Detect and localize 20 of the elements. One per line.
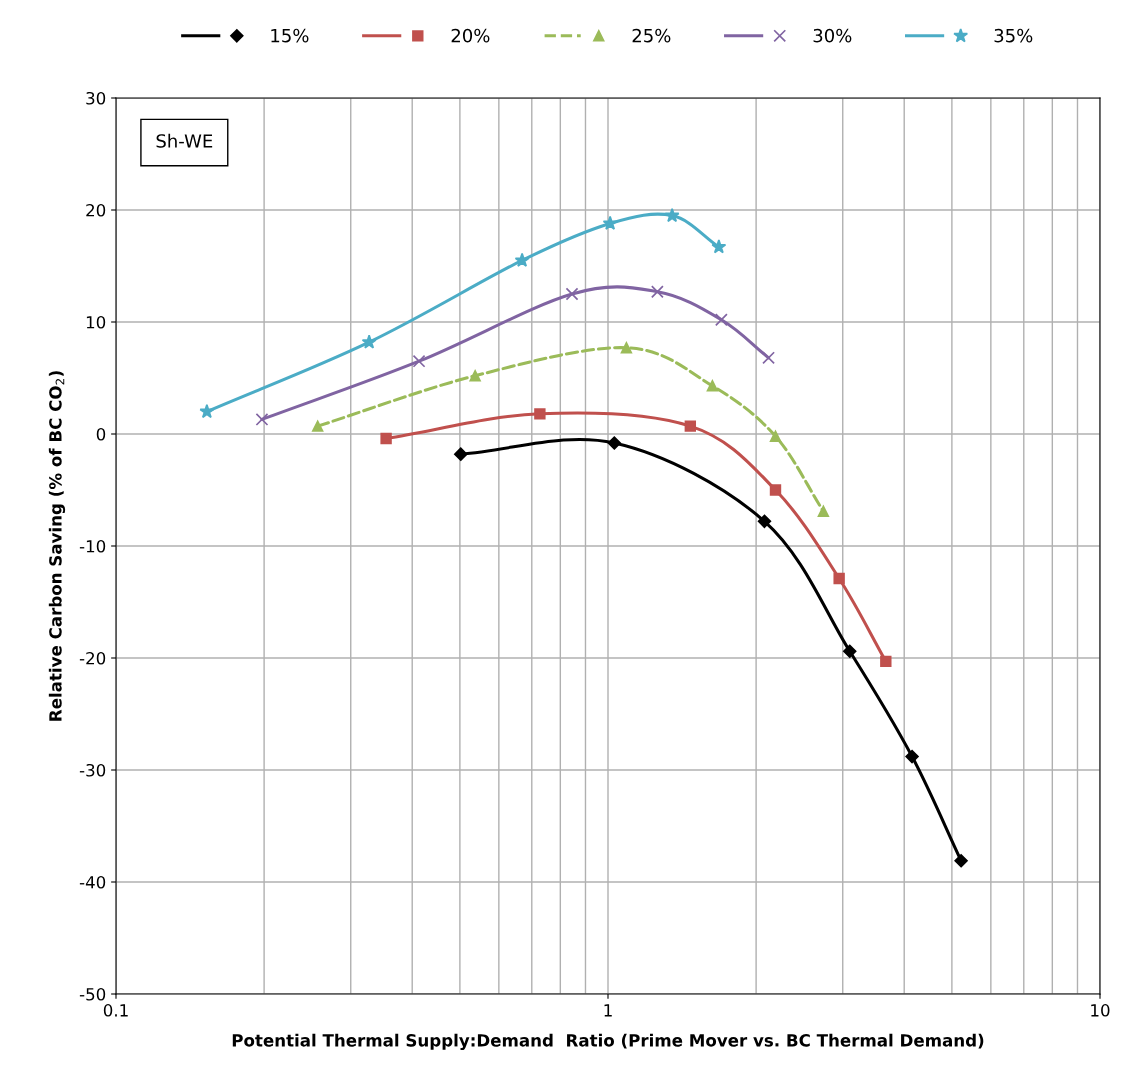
legend-label: 25% xyxy=(632,28,671,43)
annotation: Sh-WE xyxy=(156,133,213,148)
y-tick-label: 20 xyxy=(86,203,106,217)
y-axis-title: Relative Carbon Saving (% of BC CO$_{2}$) xyxy=(48,371,66,721)
y-tick-label: -20 xyxy=(79,651,106,665)
y-tick-label: -50 xyxy=(79,987,106,1001)
y-tick-label: 0 xyxy=(96,427,106,441)
y-tick-label: 10 xyxy=(86,315,106,329)
x-axis-title: Potential Thermal Supply:Demand Ratio (Prime Mover vs. BC Thermal Demand) xyxy=(232,1033,984,1050)
legend-label: 15% xyxy=(271,28,309,43)
legend-label: 35% xyxy=(994,28,1033,43)
y-tick-label: -10 xyxy=(79,539,106,553)
x-tick-label: 1 xyxy=(604,1004,612,1017)
y-tick-label: 30 xyxy=(86,91,106,105)
x-tick-label: 0.1 xyxy=(103,1004,128,1017)
legend-label: 20% xyxy=(451,28,490,43)
x-tick-label: 10 xyxy=(1091,1004,1110,1017)
y-tick-label: -40 xyxy=(79,875,106,889)
y-tick-label: -30 xyxy=(79,763,106,777)
legend-label: 30% xyxy=(813,28,852,43)
